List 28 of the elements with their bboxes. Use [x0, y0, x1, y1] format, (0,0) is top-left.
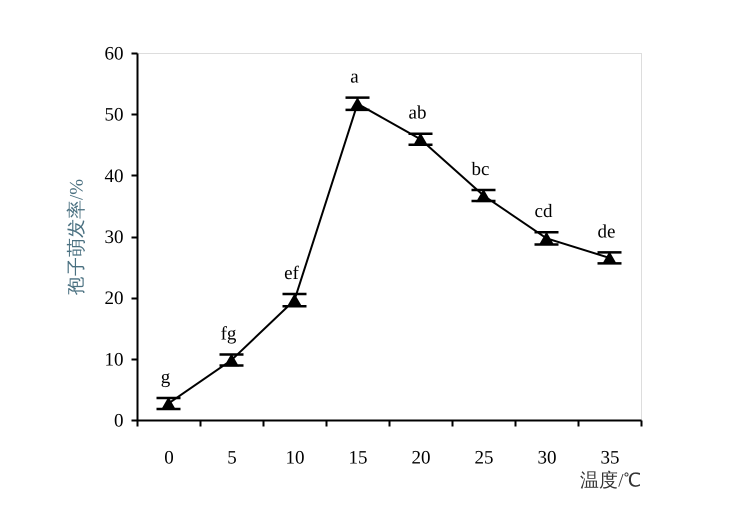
point	[286, 294, 302, 307]
annotation: fg	[220, 324, 237, 345]
y-tick-label: 0	[114, 410, 124, 432]
x-axis-title: 温度/℃	[580, 470, 642, 492]
annotation: bc	[472, 159, 490, 180]
annotation: de	[598, 221, 616, 242]
annotation: ab	[408, 102, 426, 124]
x-tick-label: 0	[164, 448, 174, 468]
point	[350, 97, 366, 110]
x-tick-label: 15	[348, 448, 368, 468]
y-tick-label: 60	[104, 44, 124, 64]
annotation: cd	[534, 201, 553, 222]
x-tick-label: 5	[227, 448, 237, 468]
annotation: a	[350, 66, 360, 88]
x-tick-label: 10	[286, 448, 304, 468]
y-axis-title: 孢子萌发率/%	[66, 178, 88, 296]
y-tick-label: 40	[104, 166, 124, 187]
x-tick-label: 30	[538, 448, 556, 468]
y-tick-label: 10	[104, 349, 124, 370]
x-tick-label: 25	[474, 448, 494, 468]
x-tick-label: 20	[412, 448, 430, 468]
annotation: g	[160, 366, 171, 388]
y-tick-label: 50	[104, 104, 124, 126]
annotation: ef	[284, 262, 300, 284]
x-tick-label: 35	[600, 448, 620, 468]
point	[538, 232, 554, 245]
y-tick-label: 30	[104, 227, 124, 248]
y-tick-label: 20	[104, 288, 124, 310]
